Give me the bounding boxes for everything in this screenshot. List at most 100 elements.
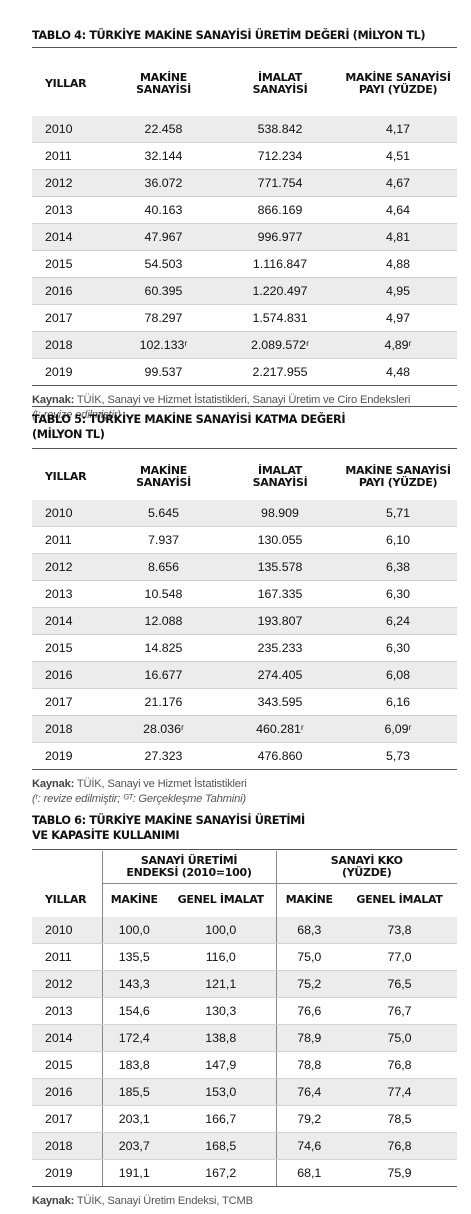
value-cell: 167.335 (221, 580, 339, 608)
table6-body: 2010 100,0 100,0 68,3 73,8 2011 135,5 116,0 75,0… (32, 917, 457, 1187)
table-row: 2015 54.503 1.116.847 4,88 (32, 250, 457, 278)
value-cell: 6,38 (339, 553, 457, 581)
table4-header-row: YILLAR MAKİNE SANAYİSİ İMALAT SANAYİSİ M… (32, 52, 457, 116)
year-cell: 2015 (32, 1051, 102, 1079)
table-row: 2010 100,0 100,0 68,3 73,8 (32, 917, 457, 944)
value-cell: 143,3 (101, 970, 166, 998)
table-row: 2019 99.537 2.217.955 4,48 (32, 358, 457, 386)
year-cell: 2011 (32, 943, 102, 971)
year-cell: 2018 (32, 331, 106, 359)
value-cell: 203,1 (101, 1105, 166, 1133)
table-row: 2014 47.967 996.977 4,81 (32, 223, 457, 251)
value-cell: 7.937 (106, 526, 221, 554)
value-cell: 4,88 (339, 250, 457, 278)
value-cell: 712.234 (221, 142, 339, 170)
table5-footnote: (ʳ: revize edilmiştir; ᴳᵀ: Gerçekleşme T… (32, 793, 246, 805)
table-row: 2013 40.163 866.169 4,64 (32, 196, 457, 224)
value-cell: 76,8 (342, 1132, 457, 1160)
value-cell: 476.860 (221, 742, 339, 770)
table-row: 2010 5.645 98.909 5,71 (32, 500, 457, 527)
table-row: 2015 183,8 147,9 78,8 76,8 (32, 1051, 457, 1079)
table5-source: Kaynak: TÜİK, Sanayi ve Hizmet İstatisti… (32, 777, 457, 807)
value-cell: 166,7 (166, 1105, 276, 1133)
table6-header-row: YILLAR MAKİNE GENEL İMALAT MAKİNE GENEL … (32, 883, 457, 917)
table4-section: TABLO 4: TÜRKİYE MAKİNE SANAYİSİ ÜRETİM … (32, 28, 457, 423)
table6-source: Kaynak: TÜİK, Sanayi Üretim Endeksi, TCM… (32, 1194, 457, 1209)
table6-group-kko: SANAYİ KKO (YÜZDE) (275, 851, 457, 884)
table5-title-line2: (MİLYON TL) (32, 428, 105, 441)
value-cell: 47.967 (106, 223, 221, 251)
year-cell: 2010 (32, 116, 106, 143)
table-row: 2011 135,5 116,0 75,0 77,0 (32, 943, 457, 971)
table-row: 2019 27.323 476.860 5,73 (32, 742, 457, 770)
table5-header-years: YILLAR (45, 470, 87, 483)
value-cell: 4,67 (339, 169, 457, 197)
table5-header-machine: MAKİNE SANAYİSİ (136, 464, 191, 489)
value-cell: 6,10 (339, 526, 457, 554)
value-cell: 6,24 (339, 607, 457, 635)
value-cell: 135,5 (101, 943, 166, 971)
table5-rule-above (32, 406, 457, 407)
value-cell: 68,1 (275, 1159, 342, 1187)
value-cell: 2.089.572ʳ (221, 331, 339, 359)
table-row: 2013 154,6 130,3 76,6 76,7 (32, 997, 457, 1025)
value-cell: 77,4 (342, 1078, 457, 1106)
value-cell: 77,0 (342, 943, 457, 971)
value-cell: 6,30 (339, 580, 457, 608)
value-cell: 78,9 (275, 1024, 342, 1052)
value-cell: 167,2 (166, 1159, 276, 1187)
table5-header-row: YILLAR MAKİNE SANAYİSİ İMALAT SANAYİSİ M… (32, 454, 457, 500)
value-cell: 1.574.831 (221, 304, 339, 332)
table-row: 2012 36.072 771.754 4,67 (32, 169, 457, 197)
table-row: 2017 78.297 1.574.831 4,97 (32, 304, 457, 332)
table-row: 2014 12.088 193.807 6,24 (32, 607, 457, 635)
value-cell: 538.842 (221, 116, 339, 143)
value-cell: 130.055 (221, 526, 339, 554)
value-cell: 191,1 (101, 1159, 166, 1187)
value-cell: 100,0 (166, 917, 276, 944)
table5: YILLAR MAKİNE SANAYİSİ İMALAT SANAYİSİ M… (32, 454, 457, 770)
table4-header-manufacturing: İMALAT SANAYİSİ (252, 71, 308, 96)
year-cell: 2018 (32, 1132, 102, 1160)
value-cell: 74,6 (275, 1132, 342, 1160)
year-cell: 2013 (32, 196, 106, 224)
year-cell: 2019 (32, 742, 106, 770)
value-cell: 98.909 (221, 500, 339, 527)
value-cell: 27.323 (106, 742, 221, 770)
table-row: 2011 32.144 712.234 4,51 (32, 142, 457, 170)
table-row: 2017 21.176 343.595 6,16 (32, 688, 457, 716)
value-cell: 75,2 (275, 970, 342, 998)
table5-source-label: Kaynak: (32, 778, 75, 790)
value-cell: 193.807 (221, 607, 339, 635)
value-cell: 40.163 (106, 196, 221, 224)
table-row: 2018 102.133ʳ 2.089.572ʳ 4,89ʳ (32, 331, 457, 359)
value-cell: 6,30 (339, 634, 457, 662)
value-cell: 168,5 (166, 1132, 276, 1160)
value-cell: 68,3 (275, 917, 342, 944)
value-cell: 21.176 (106, 688, 221, 716)
value-cell: 79,2 (275, 1105, 342, 1133)
table-row: 2019 191,1 167,2 68,1 75,9 (32, 1159, 457, 1187)
table-row: 2018 28.036ʳ 460.281ʳ 6,09ʳ (32, 715, 457, 743)
value-cell: 73,8 (342, 917, 457, 944)
value-cell: 16.677 (106, 661, 221, 689)
table-row: 2012 143,3 121,1 75,2 76,5 (32, 970, 457, 998)
table6-header-general-kko: GENEL İMALAT (356, 893, 443, 907)
year-cell: 2019 (32, 358, 106, 386)
value-cell: 135.578 (221, 553, 339, 581)
value-cell: 172,4 (101, 1024, 166, 1052)
value-cell: 4,48 (339, 358, 457, 386)
year-cell: 2012 (32, 169, 106, 197)
value-cell: 102.133ʳ (106, 331, 221, 359)
value-cell: 75,0 (275, 943, 342, 971)
year-cell: 2017 (32, 688, 106, 716)
table4-body: 2010 22.458 538.842 4,17 2011 32.144 712.234 4,… (32, 116, 457, 386)
value-cell: 78,5 (342, 1105, 457, 1133)
table4-title: TABLO 4: TÜRKİYE MAKİNE SANAYİSİ ÜRETİM … (32, 29, 426, 42)
table-row: 2016 60.395 1.220.497 4,95 (32, 277, 457, 305)
table6-top-rule (32, 849, 457, 850)
value-cell: 1.116.847 (221, 250, 339, 278)
table4-header-machine: MAKİNE SANAYİSİ (136, 71, 191, 96)
table4-source-text: TÜİK, Sanayi ve Hizmet İstatistikleri, S… (76, 394, 411, 406)
table5-section: TABLO 5: TÜRKİYE MAKİNE SANAYİSİ KATMA D… (32, 406, 457, 807)
